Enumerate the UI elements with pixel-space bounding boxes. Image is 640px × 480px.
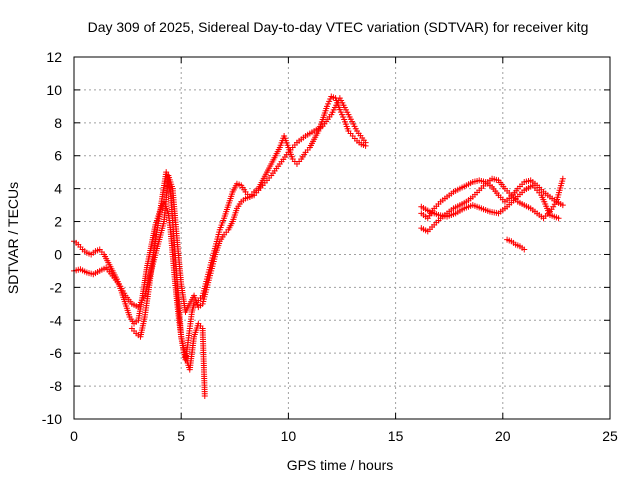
y-tick-label: -8 [50,378,63,394]
series-5 [418,182,562,222]
data-point [559,175,566,182]
y-tick-label: 10 [46,82,62,98]
y-axis-label: SDTVAR / TECUs [5,182,21,294]
series-6 [504,236,528,253]
y-tick-label: 2 [54,214,62,230]
y-tick-label: 0 [54,246,62,262]
data-point [521,246,528,253]
y-tick-label: 4 [54,181,62,197]
y-tick-label: -10 [42,411,62,427]
data-point [555,215,562,222]
x-tick-label: 0 [70,428,78,444]
x-axis-label: GPS time / hours [287,457,394,473]
data-point [559,202,566,209]
x-tick-label: 5 [177,428,185,444]
series-2 [128,169,208,399]
x-tick-label: 15 [388,428,404,444]
plot-frame [73,56,611,420]
chart-title: Day 309 of 2025, Sidereal Day-to-day VTE… [88,19,589,35]
y-tick-label: -2 [50,279,63,295]
y-tick-label: 8 [54,115,62,131]
data-point [201,392,208,399]
data-point [362,139,369,146]
y-tick-label: 12 [46,49,62,65]
series-3 [418,177,566,222]
axes: 0 5 10 15 20 25 -10 -8 -6 -4 -2 0 2 4 6 8 10 12 [42,49,618,444]
series-1 [71,95,369,316]
series-0 [71,93,369,363]
x-tick-label: 20 [495,428,511,444]
x-tick-label: 10 [281,428,297,444]
x-tick-label: 25 [602,428,618,444]
data-points [71,93,566,399]
y-tick-label: 6 [54,148,62,164]
y-tick-label: -4 [50,312,63,328]
y-tick-label: -6 [50,345,63,361]
